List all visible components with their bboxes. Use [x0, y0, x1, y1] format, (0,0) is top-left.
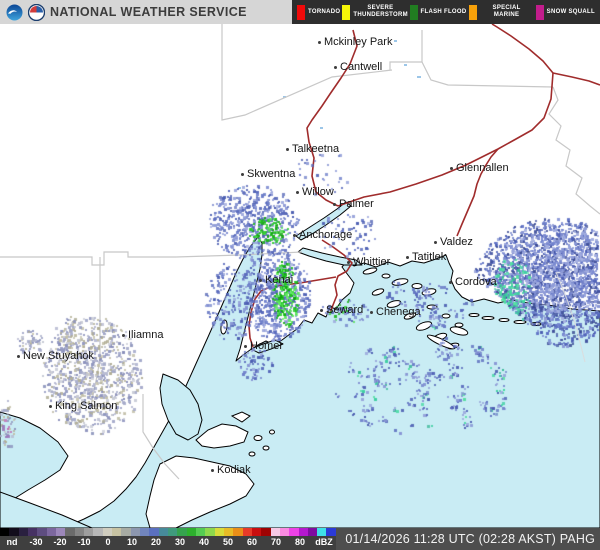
colorbar-cell — [149, 528, 159, 536]
colorbar-cell — [46, 528, 56, 536]
colorbar-cell — [130, 528, 140, 536]
warning-severe-thunderstorm: SEVERE THUNDERSTORM — [342, 0, 408, 24]
reflectivity-colorbar: nd -30 -20 -10 0 10 20 30 40 50 60 70 80 dBZ — [0, 528, 336, 550]
warning-swatch — [297, 4, 305, 20]
colorbar-cell — [270, 528, 280, 536]
colorbar-strip — [0, 528, 336, 536]
colorbar-cell — [298, 528, 308, 536]
colorbar-tick: 10 — [126, 537, 137, 547]
colorbar-cell — [37, 528, 47, 536]
colorbar-tick: -20 — [53, 537, 67, 547]
header-branding: NATIONAL WEATHER SERVICE — [0, 0, 292, 24]
warning-label: FLASH FLOOD — [420, 8, 467, 15]
colorbar-tick: 40 — [198, 537, 209, 547]
warning-tornado: TORNADO — [297, 0, 340, 24]
colorbar-cell — [74, 528, 84, 536]
warning-special-marine: SPECIAL MARINE — [468, 0, 534, 24]
colorbar-tick: 20 — [150, 537, 161, 547]
colorbar-cell — [93, 528, 103, 536]
colorbar-cell — [186, 528, 196, 536]
colorbar-cell — [261, 528, 271, 536]
colorbar-cell — [55, 528, 66, 536]
bottom-bar: nd -30 -20 -10 0 10 20 30 40 50 60 70 80 dBZ 01/14/20… — [0, 528, 600, 550]
warning-legend: TORNADO SEVERE THUNDERSTORM FLASH FLOOD SPE… — [292, 0, 600, 24]
colorbar-tick-labels: nd -30 -20 -10 0 10 20 30 40 50 60 70 80 dBZ — [0, 537, 336, 549]
colorbar-tick: 70 — [270, 537, 281, 547]
colorbar-tick: 0 — [105, 537, 111, 547]
colorbar-tick: 50 — [222, 537, 233, 547]
colorbar-cell — [205, 528, 215, 536]
colorbar-tick: -30 — [29, 537, 43, 547]
colorbar-cell — [18, 528, 28, 536]
colorbar-cell — [279, 528, 290, 536]
warning-label: SEVERE THUNDERSTORM — [353, 5, 408, 18]
colorbar-cell — [223, 528, 234, 536]
colorbar-cell — [233, 528, 243, 536]
colorbar-cell — [102, 528, 112, 536]
colorbar-cell — [121, 528, 131, 536]
colorbar-tick: dBZ — [315, 537, 333, 547]
timestamp: 01/14/2026 11:28 UTC (02:28 AKST) PAHG — [345, 532, 595, 546]
colorbar-cell — [139, 528, 150, 536]
colorbar-tick: 30 — [174, 537, 185, 547]
warning-swatch — [535, 4, 544, 20]
colorbar-cell — [326, 528, 336, 536]
warning-label: SNOW SQUALL — [546, 8, 595, 15]
warning-swatch — [468, 4, 477, 20]
colorbar-cell — [242, 528, 252, 536]
warning-label: TORNADO — [308, 8, 341, 15]
colorbar-tick: -10 — [77, 537, 91, 547]
warning-flash-flood: FLASH FLOOD — [409, 0, 467, 24]
colorbar-cell — [158, 528, 168, 536]
colorbar-cell — [289, 528, 299, 536]
colorbar-cell — [214, 528, 224, 536]
colorbar-tick: 60 — [246, 537, 257, 547]
nws-logo-icon — [28, 3, 45, 21]
colorbar-cell — [307, 528, 318, 536]
colorbar-cell — [83, 528, 94, 536]
colorbar-tick: 80 — [294, 537, 305, 547]
colorbar-cell — [317, 528, 327, 536]
noaa-logo-icon — [6, 4, 23, 20]
colorbar-cell — [9, 528, 19, 536]
header-bar: NATIONAL WEATHER SERVICE TORNADO SEVERE T… — [0, 0, 600, 24]
colorbar-cell — [65, 528, 75, 536]
radar-map[interactable]: Mckinley Park Cantwell Talkeetna Skwentna Wi… — [0, 24, 600, 528]
warning-snow-squall: SNOW SQUALL — [535, 0, 595, 24]
colorbar-cell — [111, 528, 122, 536]
colorbar-cell — [177, 528, 187, 536]
radar-echo-layer — [0, 24, 600, 528]
warning-swatch — [409, 4, 418, 20]
colorbar-cell — [27, 528, 38, 536]
colorbar-cell — [195, 528, 206, 536]
colorbar-tick: nd — [6, 537, 18, 547]
status-bar: 01/14/2026 11:28 UTC (02:28 AKST) PAHG — [336, 528, 600, 550]
warning-label: SPECIAL MARINE — [492, 5, 521, 18]
colorbar-cell — [0, 528, 10, 536]
colorbar-cell — [167, 528, 178, 536]
agency-title: NATIONAL WEATHER SERVICE — [50, 5, 247, 19]
warning-swatch — [342, 4, 351, 20]
overlay-borders — [555, 271, 586, 363]
colorbar-cell — [251, 528, 262, 536]
